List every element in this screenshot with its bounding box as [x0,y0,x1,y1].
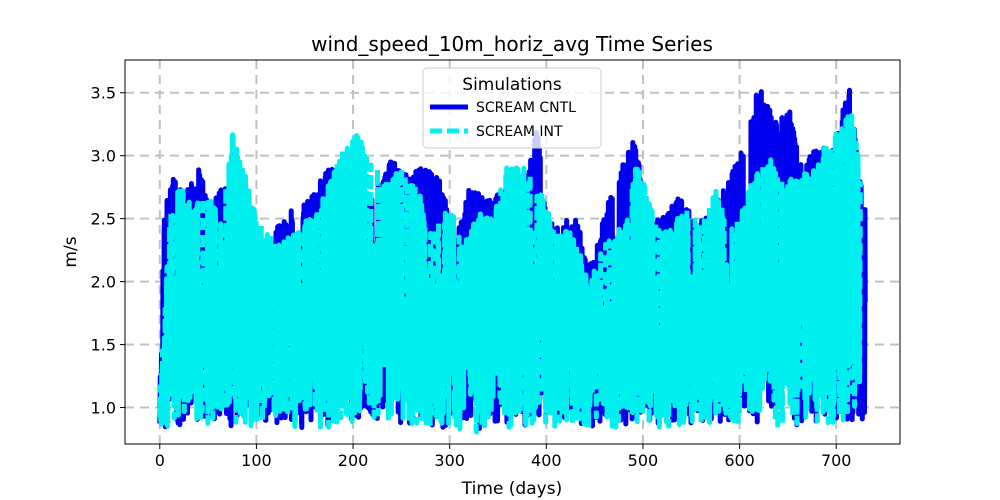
y-axis-label: m/s [61,236,81,267]
series-layer [157,87,868,435]
chart-title: wind_speed_10m_horiz_avg Time Series [311,32,713,56]
x-tick-label: 700 [821,451,852,470]
plot-frame [124,59,901,445]
y-tick-label: 1.0 [91,398,116,417]
x-tick-label: 100 [241,451,272,470]
legend-box [422,67,602,149]
x-axis-label: Time (days) [461,479,562,499]
y-tick-label: 2.5 [91,210,116,229]
x-axis-ticks: 0 100 200 300 400 500 600 700 [155,444,852,470]
x-tick-label: 600 [724,451,755,470]
x-tick-label: 500 [628,451,659,470]
legend-label-scream-int: SCREAM INT [476,124,563,140]
x-tick-label: 200 [338,451,369,470]
y-tick-label: 3.5 [91,84,116,103]
legend-label-scream-cntl: SCREAM CNTL [476,100,576,116]
x-tick-label: 400 [531,451,562,470]
series-line-scream-int [157,111,863,435]
legend-title: Simulations [462,75,562,95]
x-tick-label: 0 [155,451,165,470]
y-tick-label: 3.0 [91,147,116,166]
x-tick-label: 300 [434,451,465,470]
y-tick-label: 2.0 [91,273,116,292]
y-tick-label: 1.5 [91,336,116,355]
y-axis-ticks: 1.0 1.5 2.0 2.5 3.0 3.5 [91,84,125,417]
legend: Simulations SCREAM CNTL SCREAM INT [422,67,602,149]
